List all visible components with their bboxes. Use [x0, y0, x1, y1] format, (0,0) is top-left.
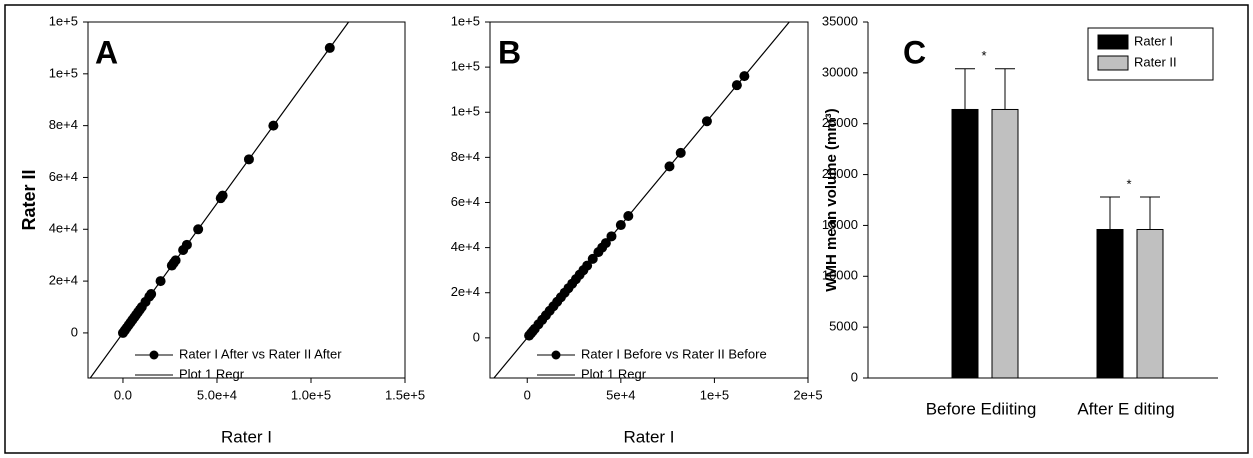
y-tick-label: 0 — [71, 324, 78, 339]
panel-letter: A — [95, 34, 118, 70]
y-tick-label: 1e+5 — [451, 13, 480, 28]
plot-frame — [87, 21, 406, 379]
error-bar — [1140, 196, 1160, 230]
x-tick-label: 1e+5 — [700, 387, 729, 402]
panel-letter: C — [903, 34, 926, 70]
annotation: * — [1126, 176, 1131, 191]
legend-marker — [149, 350, 159, 360]
y-tick-label: 30000 — [822, 64, 858, 79]
x-tick-label: Before Ediiting — [926, 399, 1037, 418]
legend-label: Plot 1 Regr — [581, 366, 647, 381]
y-tick-label: 1e+5 — [451, 59, 480, 74]
x-axis-title: Rater I — [221, 427, 272, 446]
bar — [1136, 228, 1164, 379]
y-tick-label: 2e+4 — [451, 284, 480, 299]
error-bar — [995, 68, 1015, 110]
y-tick-label: 1e+5 — [49, 13, 78, 28]
legend-label: Rater I Before vs Rater II Before — [581, 346, 767, 361]
error-bar — [1100, 196, 1120, 230]
x-tick-label: After E diting — [1077, 399, 1174, 418]
bar — [1096, 228, 1124, 379]
x-tick-label: 5.0e+4 — [197, 387, 237, 402]
y-tick-label: 8e+4 — [49, 117, 78, 132]
bar — [991, 108, 1019, 379]
figure-border — [4, 4, 1249, 454]
plot-frame — [489, 21, 809, 379]
annotation: * — [981, 48, 986, 63]
y-axis-title: Rater II — [19, 169, 39, 230]
y-tick-label: 4e+4 — [49, 221, 78, 236]
legend-label: Rater II — [1134, 54, 1177, 69]
y-tick-label: 10000 — [822, 268, 858, 283]
panel-letter: B — [498, 34, 521, 70]
y-tick-label: 15000 — [822, 217, 858, 232]
legend-label: Rater I — [1134, 33, 1173, 48]
legend-swatch — [1097, 34, 1129, 50]
y-tick-label: 0 — [851, 369, 858, 384]
x-tick-label: 2e+5 — [793, 387, 822, 402]
y-axis-title: WMH mean volume (mm³) — [823, 108, 840, 291]
x-tick-label: 1.5e+5 — [385, 387, 425, 402]
x-tick-label: 0 — [524, 387, 531, 402]
y-tick-label: 4e+4 — [451, 239, 480, 254]
y-tick-label: 0 — [473, 329, 480, 344]
y-tick-label: 5000 — [829, 319, 858, 334]
legend-label: Rater I After vs Rater II After — [179, 346, 342, 361]
legend-marker — [551, 350, 561, 360]
y-tick-label: 25000 — [822, 115, 858, 130]
y-tick-label: 8e+4 — [451, 149, 480, 164]
y-tick-label: 6e+4 — [49, 169, 78, 184]
legend-swatch — [1097, 55, 1129, 71]
legend-label: Plot 1 Regr — [179, 366, 245, 381]
x-tick-label: 0.0 — [114, 387, 132, 402]
error-bar — [955, 68, 975, 110]
x-axis-title: Rater I — [623, 427, 674, 446]
y-tick-label: 1e+5 — [49, 65, 78, 80]
y-tick-label: 20000 — [822, 166, 858, 181]
regression-line — [89, 22, 350, 378]
y-tick-label: 6e+4 — [451, 194, 480, 209]
y-tick-label: 1e+5 — [451, 104, 480, 119]
y-tick-label: 2e+4 — [49, 273, 78, 288]
regression-line — [493, 22, 790, 378]
y-tick-label: 35000 — [822, 13, 858, 28]
bar — [951, 108, 979, 379]
x-tick-label: 5e+4 — [606, 387, 635, 402]
x-tick-label: 1.0e+5 — [291, 387, 331, 402]
